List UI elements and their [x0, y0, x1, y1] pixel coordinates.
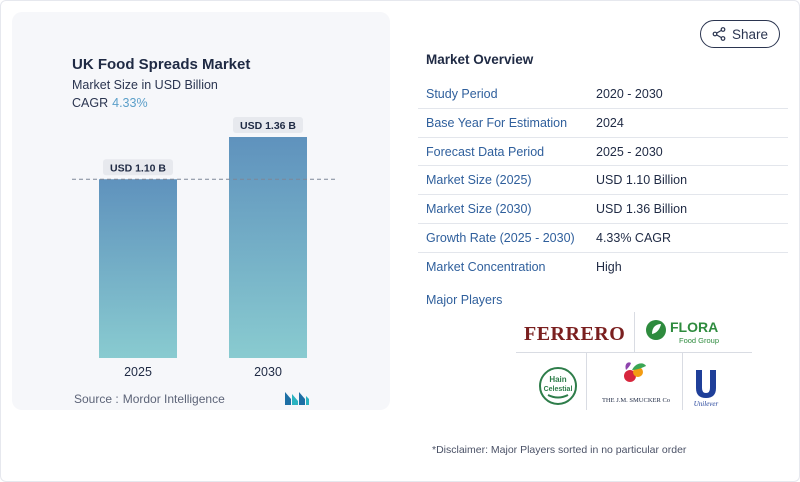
divider: [634, 312, 635, 352]
hain-celestial-logo: Hain Celestial: [538, 366, 578, 411]
overview-row-value: 2024: [596, 115, 624, 130]
mordor-intelligence-logo: [285, 392, 309, 405]
overview-row-key: Forecast Data Period: [426, 144, 545, 159]
source-label: Source :: [74, 392, 119, 406]
bar-2025: [99, 179, 177, 358]
data-label-bg: [233, 117, 303, 133]
overview-row-value: High: [596, 259, 622, 274]
chart-source: Source : Mordor Intelligence: [74, 392, 225, 406]
celestial-text: Celestial: [544, 386, 573, 393]
chart-title: UK Food Spreads Market: [72, 56, 251, 73]
overview-row: Forecast Data Period 2025 - 2030: [418, 138, 788, 167]
divider: [516, 352, 752, 353]
chart-cagr: CAGR 4.33%: [72, 96, 148, 110]
overview-row: Study Period 2020 - 2030: [418, 80, 788, 109]
overview-row: Growth Rate (2025 - 2030) 4.33% CAGR: [418, 224, 788, 253]
bar-chart: USD 1.10 B 2025 USD 1.36 B 2030: [72, 117, 338, 379]
overview-row: Base Year For Estimation 2024: [418, 109, 788, 138]
overview-row-value: 2020 - 2030: [596, 87, 663, 101]
major-players-grid: FERRERO FLORA Food Group Hain Celestial …: [516, 312, 752, 410]
overview-row: Market Size (2025) USD 1.10 Billion: [418, 166, 788, 196]
chart-card: USD 1.10 B 2025 USD 1.36 B 2030 UK Food Spr…: [12, 12, 390, 410]
unilever-logo: Unilever: [688, 366, 728, 413]
overview-row-value: 2025 - 2030: [596, 144, 663, 159]
cagr-label: CAGR: [72, 96, 109, 110]
share-button[interactable]: Share: [700, 20, 780, 48]
share-icon: [712, 27, 726, 41]
share-label: Share: [731, 26, 769, 42]
overview-row: Market Concentration High: [418, 253, 788, 282]
overview-row-key: Market Size (2030): [426, 202, 532, 217]
source-value: Mordor Intelligence: [122, 392, 225, 406]
cagr-value: 4.33%: [112, 96, 148, 110]
overview-row-value: USD 1.10 Billion: [596, 173, 688, 188]
overview-row-key: Study Period: [426, 87, 498, 101]
data-label: USD 1.10 B: [110, 162, 166, 174]
overview-table: Study Period 2020 - 2030 Base Year For Est…: [418, 80, 788, 282]
divider: [682, 352, 683, 410]
unilever-text: Unilever: [694, 400, 719, 408]
chart-subtitle: Market Size in USD Billion: [72, 78, 218, 92]
overview-row-key: Market Size (2025): [426, 173, 532, 188]
divider: [586, 352, 587, 410]
flora-food-group-logo: FLORA Food Group: [644, 316, 750, 353]
major-players-title: Major Players: [426, 293, 503, 307]
x-tick-label: 2025: [124, 365, 152, 379]
jm-smucker-logo: THE J.M. SMUCKER Co: [592, 356, 680, 413]
data-label: USD 1.36 B: [240, 120, 296, 132]
overview-row-key: Base Year For Estimation: [426, 115, 568, 130]
disclaimer: *Disclaimer: Major Players sorted in no …: [432, 444, 687, 456]
x-tick-label: 2030: [254, 365, 282, 379]
smucker-text: THE J.M. SMUCKER Co: [602, 397, 670, 404]
data-label-bg: [103, 159, 173, 176]
bar-2030: [229, 137, 307, 358]
flora-sub-text: Food Group: [679, 336, 719, 345]
overview-row-key: Market Concentration: [426, 259, 546, 274]
ferrero-logo: FERRERO: [522, 320, 632, 351]
overview-title: Market Overview: [426, 52, 534, 67]
hain-text: Hain: [549, 375, 566, 384]
overview-row: Market Size (2030) USD 1.36 Billion: [418, 195, 788, 224]
overview-row-value: USD 1.36 Billion: [596, 202, 688, 217]
ferrero-text: FERRERO: [524, 323, 625, 345]
flora-text: FLORA: [670, 319, 718, 335]
overview-row-key: Growth Rate (2025 - 2030): [426, 230, 575, 245]
overview-row-value: 4.33% CAGR: [596, 230, 672, 245]
